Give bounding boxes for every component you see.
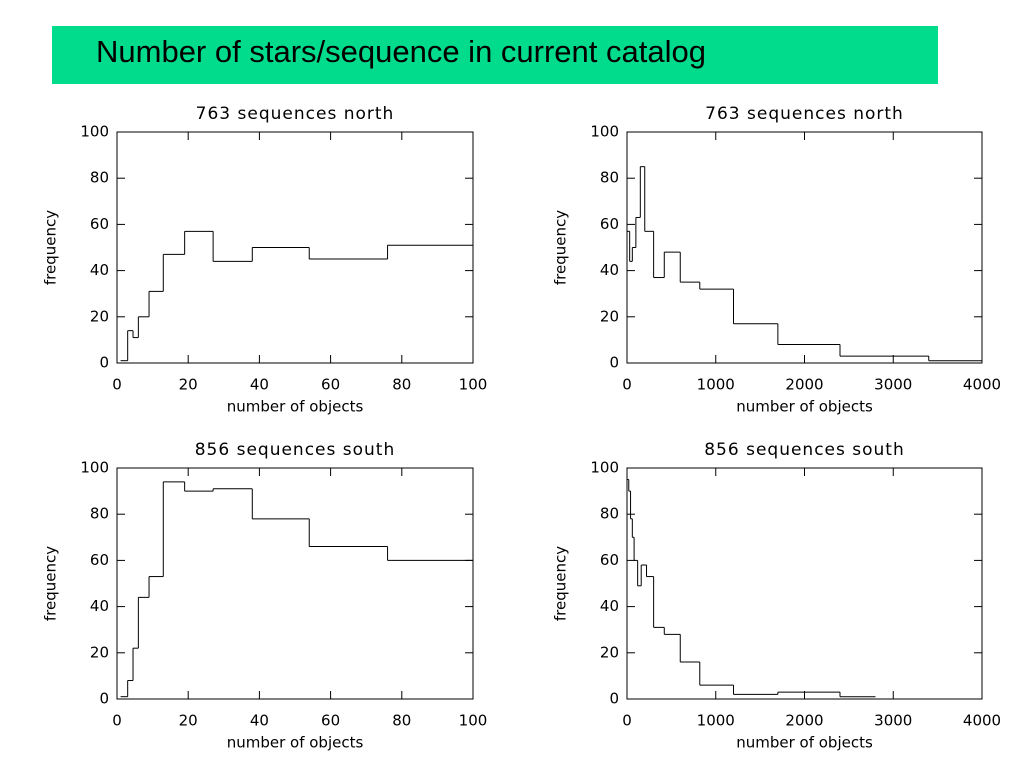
plot-frame [626, 467, 983, 700]
x-axis-label: number of objects [227, 734, 364, 752]
y-tick-label: 100 [80, 459, 109, 477]
x-tick-label: 2000 [785, 376, 823, 394]
y-axis-label: frequency [42, 210, 60, 285]
y-tick-label: 20 [90, 643, 109, 661]
x-tick-label: 4000 [963, 712, 1001, 730]
chart-title: 856 sequences south [704, 440, 905, 460]
x-tick-label: 60 [321, 712, 340, 730]
y-tick-label: 100 [590, 459, 619, 477]
x-tick-label: 0 [622, 712, 632, 730]
x-axis-label: number of objects [736, 398, 873, 416]
y-tick-label: 80 [600, 505, 619, 523]
plot-frame [116, 131, 474, 364]
y-tick-label: 80 [90, 505, 109, 523]
x-tick-label: 80 [392, 376, 411, 394]
x-tick-label: 40 [250, 376, 269, 394]
y-tick-label: 100 [80, 123, 109, 141]
y-tick-label: 60 [600, 551, 619, 569]
y-tick-label: 20 [600, 307, 619, 325]
chart-title: 763 sequences north [705, 104, 904, 124]
x-tick-label: 40 [250, 712, 269, 730]
x-tick-label: 80 [392, 712, 411, 730]
x-tick-label: 0 [622, 376, 632, 394]
x-tick-label: 100 [459, 376, 488, 394]
chart-title: 763 sequences north [196, 104, 395, 124]
x-tick-label: 1000 [697, 712, 735, 730]
y-tick-label: 60 [90, 215, 109, 233]
x-axis-label: number of objects [227, 398, 364, 416]
y-axis-label: frequency [552, 546, 570, 621]
y-tick-label: 0 [99, 354, 109, 372]
x-tick-label: 3000 [874, 376, 912, 394]
y-tick-label: 40 [600, 261, 619, 279]
chart-title: 856 sequences south [195, 440, 396, 460]
y-tick-label: 80 [600, 169, 619, 187]
y-tick-label: 40 [90, 597, 109, 615]
y-tick-label: 60 [90, 551, 109, 569]
y-tick-label: 0 [99, 690, 109, 708]
x-tick-label: 20 [179, 712, 198, 730]
x-tick-label: 1000 [697, 376, 735, 394]
plot-frame [116, 467, 474, 700]
x-tick-label: 2000 [785, 712, 823, 730]
y-tick-label: 40 [90, 261, 109, 279]
x-tick-label: 0 [112, 712, 122, 730]
y-axis-label: frequency [42, 546, 60, 621]
title-banner: Number of stars/sequence in current cata… [52, 26, 938, 84]
y-tick-label: 100 [590, 123, 619, 141]
y-tick-label: 0 [609, 690, 619, 708]
y-axis-label: frequency [552, 210, 570, 285]
y-tick-label: 40 [600, 597, 619, 615]
y-tick-label: 20 [90, 307, 109, 325]
x-tick-label: 4000 [963, 376, 1001, 394]
x-tick-label: 100 [459, 712, 488, 730]
x-tick-label: 0 [112, 376, 122, 394]
x-tick-label: 20 [179, 376, 198, 394]
x-tick-label: 3000 [874, 712, 912, 730]
y-tick-label: 80 [90, 169, 109, 187]
x-axis-label: number of objects [736, 734, 873, 752]
y-tick-label: 0 [609, 354, 619, 372]
x-tick-label: 60 [321, 376, 340, 394]
y-tick-label: 20 [600, 643, 619, 661]
y-tick-label: 60 [600, 215, 619, 233]
plot-frame [626, 131, 983, 364]
slide-title: Number of stars/sequence in current cata… [96, 34, 706, 69]
